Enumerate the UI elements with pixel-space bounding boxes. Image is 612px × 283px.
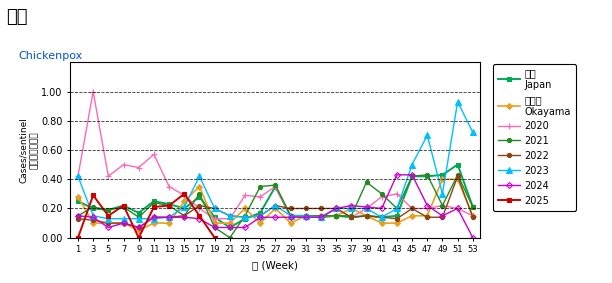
X-axis label: 週 (Week): 週 (Week)	[252, 260, 299, 270]
Legend: 全国
Japan, 岡山県
Okayama, 2020, 2021, 2022, 2023, 2024, 2025: 全国 Japan, 岡山県 Okayama, 2020, 2021, 2022,…	[493, 64, 576, 211]
Text: Chickenpox: Chickenpox	[18, 51, 83, 61]
Y-axis label: Cases/sentinel
週当たり患者数: Cases/sentinel 週当たり患者数	[19, 117, 39, 183]
Text: 水痘: 水痘	[6, 8, 28, 27]
